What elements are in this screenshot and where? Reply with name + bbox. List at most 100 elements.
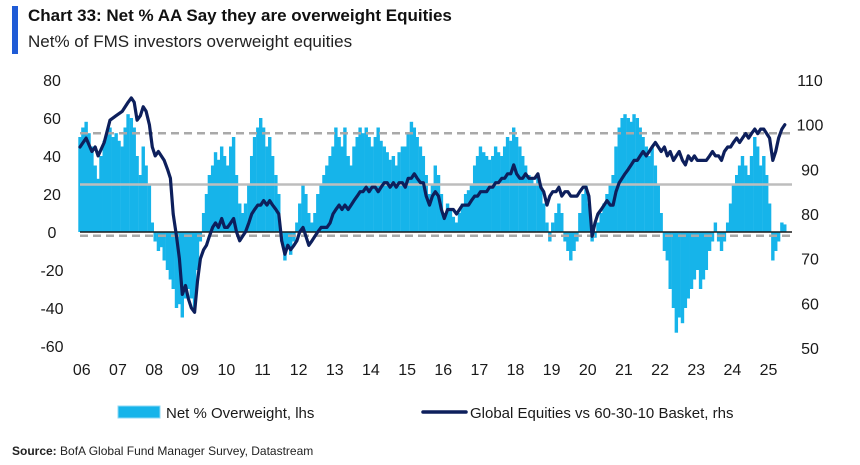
bar [397,152,401,232]
bar [138,175,143,232]
bar [105,133,109,232]
bar [108,127,112,232]
y-left-tick-label: -60 [40,339,63,356]
bar [307,213,311,232]
bar [713,222,718,232]
bar [569,232,573,261]
bar [87,133,91,232]
bar [771,232,775,261]
bar [746,175,751,232]
y-left-tick-label: 60 [43,111,61,128]
bar [84,121,88,232]
y-left-tick-label: 80 [43,73,61,90]
bar [201,213,206,232]
bar [707,232,712,251]
bar [340,146,344,232]
bar [695,232,700,270]
bar [659,213,663,232]
bar [325,165,329,232]
bar [755,146,760,232]
bar [286,232,290,248]
bar [298,203,302,232]
title-accent-bar [12,6,18,54]
bar [692,232,697,280]
legend-swatch-bar [117,405,161,419]
bar [274,175,278,232]
bar [270,156,275,232]
bar [427,194,432,232]
bar [774,232,778,251]
bar [259,118,263,232]
bar [662,232,667,251]
bar [502,146,507,232]
bar [451,216,456,232]
bar [261,127,266,232]
bar [349,165,353,232]
x-tick-label: 20 [579,362,597,379]
bar [150,222,154,232]
x-tick-label: 07 [109,362,127,379]
y-left-tick-label: 20 [43,187,61,204]
bar [183,232,188,299]
x-tick-label: 06 [73,362,91,379]
x-tick-label: 17 [470,362,488,379]
bar [243,203,248,232]
bar [776,232,781,242]
bar [650,146,654,232]
bar [144,165,148,232]
bar [310,222,314,232]
source-note: Source: BofA Global Fund Manager Survey,… [12,444,313,458]
bar [195,232,200,270]
bar [102,140,106,232]
bar [295,222,299,232]
bar [346,156,350,232]
bar [509,140,513,232]
x-tick-label: 21 [615,362,633,379]
y-right-tick-label: 90 [801,162,819,179]
bar [593,232,597,238]
bar [677,232,681,318]
bar [207,175,212,232]
bar [581,194,585,232]
bar [189,232,194,299]
bar [530,178,534,232]
bar [460,203,465,232]
y-left-tick-label: -20 [40,263,63,280]
bar [129,118,134,232]
bar [216,159,221,232]
bar [186,232,191,289]
bar [247,184,251,232]
bar [331,146,335,232]
bar [767,203,772,232]
bar [313,213,317,232]
bar [674,232,679,333]
source-label: Source: [12,444,57,458]
bar [153,232,157,242]
bar [605,194,609,232]
bar [454,222,459,232]
bar [469,184,474,232]
bar [210,165,215,232]
bar [500,156,504,232]
bar [523,165,528,232]
bar [758,165,763,232]
bar [361,133,365,232]
y-right-tick-label: 100 [797,118,824,135]
bar [249,156,254,232]
bar [358,127,362,232]
bar [448,209,453,232]
x-tick-label: 15 [398,362,416,379]
x-tick-label: 23 [687,362,705,379]
bar [466,190,471,232]
bar [319,184,323,232]
bar [90,146,94,232]
bar [283,232,287,261]
y-right-tick-label: 80 [801,207,819,224]
bar [701,232,706,280]
bar [135,156,139,232]
bar [584,184,588,232]
bar [680,232,685,324]
bar [352,146,356,232]
bar [204,194,209,232]
y-right-tick-label: 60 [801,296,819,313]
